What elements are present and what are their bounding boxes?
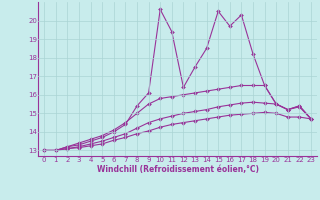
X-axis label: Windchill (Refroidissement éolien,°C): Windchill (Refroidissement éolien,°C) [97, 165, 259, 174]
